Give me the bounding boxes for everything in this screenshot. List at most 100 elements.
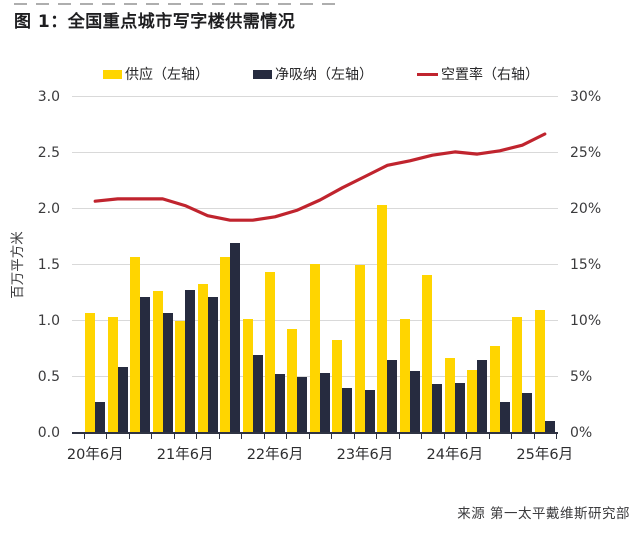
net-absorption-bar <box>185 289 196 433</box>
net-absorption-bar <box>207 297 218 433</box>
x-axis-tick <box>128 434 130 439</box>
net-absorption-bar <box>319 372 330 433</box>
supply-bar <box>197 284 208 433</box>
x-axis-tick <box>376 434 378 439</box>
supply-bar <box>534 309 545 433</box>
supply-bar <box>264 271 275 433</box>
net-absorption-swatch-icon <box>253 69 272 79</box>
net-absorption-bar <box>477 360 488 433</box>
axis-tick-label: 0.0 <box>37 425 60 441</box>
bar-pair <box>309 97 331 433</box>
legend-label-supply: 供应（左轴） <box>125 67 209 83</box>
bar-pair <box>331 97 353 433</box>
gridline <box>72 96 558 97</box>
x-axis-tick <box>398 434 400 439</box>
supply-bar <box>85 313 96 433</box>
bar-pair <box>264 97 286 433</box>
legend-item-vacancy: 空置率（右轴） <box>417 64 539 84</box>
axis-tick-label: 5% <box>570 369 593 385</box>
left-axis-tick-labels: 3.0 2.5 2.0 1.5 1.0 0.5 0.0 <box>0 89 60 441</box>
cropped-text-artifact <box>14 3 344 5</box>
supply-bar <box>444 357 455 433</box>
x-axis-tick <box>241 434 243 439</box>
supply-bar <box>287 328 298 433</box>
bar-pair <box>444 97 466 433</box>
net-absorption-bar <box>454 382 465 433</box>
x-axis-tick-labels: 20年6月 21年6月 22年6月 23年6月 24年6月 25年6月 <box>67 443 573 465</box>
legend-label-net-absorption: 净吸纳（左轴） <box>275 67 373 83</box>
bar-pair <box>354 97 376 433</box>
bar-pair <box>219 97 241 433</box>
supply-bar <box>152 290 163 433</box>
x-axis-tick <box>353 434 355 439</box>
bar-pair <box>129 97 151 433</box>
legend-item-net-absorption: 净吸纳（左轴） <box>253 64 373 84</box>
net-absorption-bar <box>432 383 443 433</box>
x-axis-tick <box>533 434 535 439</box>
plot-inner <box>84 97 557 439</box>
bar-series <box>84 97 556 433</box>
axis-tick-label: 0.5 <box>37 369 60 385</box>
x-axis-tick <box>421 434 423 439</box>
net-absorption-bar <box>95 401 106 433</box>
x-axis-tick-label: 21年6月 <box>156 447 214 463</box>
supply-bar <box>512 316 523 433</box>
net-absorption-bar <box>140 297 151 433</box>
x-axis-tick-label: 23年6月 <box>336 447 394 463</box>
x-axis-tick <box>556 434 557 439</box>
x-axis-tick <box>308 434 310 439</box>
vacancy-rate-line <box>93 132 547 222</box>
net-absorption-bar <box>544 420 555 433</box>
net-absorption-bar <box>499 401 510 433</box>
supply-bar <box>489 345 500 433</box>
figure-title: 图 1：全国重点城市写字楼供需情况 <box>14 12 296 32</box>
axis-tick-label: 10% <box>570 313 602 329</box>
bar-pair <box>466 97 488 433</box>
axis-tick-label: 15% <box>570 257 602 273</box>
supply-bar <box>354 265 365 433</box>
axis-tick-label: 2.0 <box>37 201 60 217</box>
supply-bar <box>107 316 118 433</box>
axis-tick-label: 2.5 <box>37 145 60 161</box>
net-absorption-bar <box>342 388 353 433</box>
supply-bar <box>175 321 186 433</box>
gridline <box>72 152 558 153</box>
bar-pair <box>488 97 510 433</box>
x-axis-tick <box>84 434 85 439</box>
axis-tick-label: 25% <box>570 145 602 161</box>
x-axis-tick-label: 20年6月 <box>66 447 124 463</box>
supply-bar <box>220 257 231 433</box>
bar-pair <box>511 97 533 433</box>
supply-bar <box>422 275 433 433</box>
net-absorption-bar <box>162 313 173 433</box>
x-axis-tick <box>173 434 175 439</box>
bar-pair <box>399 97 421 433</box>
bar-pair <box>241 97 263 433</box>
supply-bar <box>130 257 141 433</box>
bar-pair <box>286 97 308 433</box>
x-axis-tick-label: 22年6月 <box>246 447 304 463</box>
x-axis-tick <box>443 434 445 439</box>
bar-pair <box>196 97 218 433</box>
bar-pair <box>421 97 443 433</box>
net-absorption-bar <box>409 371 420 433</box>
legend-item-supply: 供应（左轴） <box>103 64 209 84</box>
supply-bar <box>309 263 320 433</box>
axis-tick-label: 1.5 <box>37 257 60 273</box>
axis-tick-label: 30% <box>570 89 602 105</box>
net-absorption-bar <box>252 354 263 433</box>
supply-bar <box>377 204 388 433</box>
net-absorption-bar <box>117 366 128 433</box>
bar-pair <box>376 97 398 433</box>
net-absorption-bar <box>274 373 285 433</box>
x-axis-tick-label: 25年6月 <box>516 447 574 463</box>
x-axis-tick <box>488 434 490 439</box>
net-absorption-bar <box>364 390 375 433</box>
plot-area <box>72 96 558 439</box>
x-axis-tick <box>106 434 108 439</box>
source-note: 来源 第一太平戴维斯研究部 <box>457 506 630 522</box>
x-axis-line <box>72 432 558 434</box>
x-axis-tick <box>151 434 153 439</box>
x-axis-tick <box>331 434 333 439</box>
